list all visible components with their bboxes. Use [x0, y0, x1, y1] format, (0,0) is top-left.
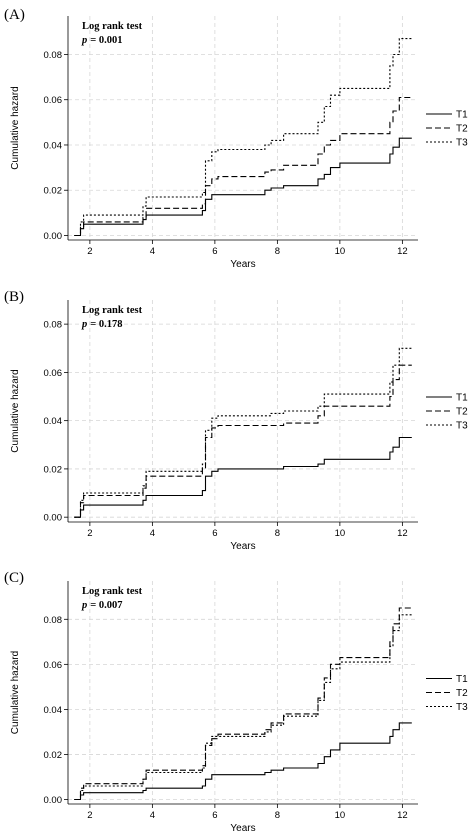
- panel-label: (B): [4, 289, 24, 305]
- y-tick-label: 0.04: [44, 416, 63, 427]
- x-tick-label: 8: [275, 246, 280, 257]
- series-line-t1: [74, 137, 412, 237]
- panel-2: (B) 2 4 6 8 10 12 0.00 0.02 0.04 0.06 0.08 Years Cumu…: [4, 289, 468, 552]
- legend-label-t1: T1: [456, 674, 468, 685]
- x-tick-label: 2: [87, 810, 92, 821]
- series-line-t3: [74, 347, 412, 518]
- x-tick-label: 2: [87, 246, 92, 257]
- x-tick-label: 8: [275, 528, 280, 539]
- grid: [68, 300, 418, 522]
- y-tick-label: 0.00: [44, 231, 63, 242]
- x-tick-label: 12: [397, 810, 408, 821]
- p-value: p = 0.007: [81, 600, 122, 611]
- y-tick-label: 0.06: [44, 368, 63, 379]
- x-axis-title: Years: [230, 259, 255, 270]
- log-rank-title: Log rank test: [82, 586, 143, 597]
- grid: [68, 16, 418, 240]
- x-tick-label: 4: [150, 528, 155, 539]
- x-axis-title: Years: [230, 823, 255, 834]
- x-tick-label: 12: [397, 246, 408, 257]
- panel-label: (A): [4, 7, 25, 23]
- panel-1: (A) 2 4 6 8 10 12 0.00 0.02 0.04 0.06 0.08 Years Cumu…: [4, 7, 468, 270]
- legend-label-t3: T3: [456, 138, 468, 149]
- series-line-t1: [74, 722, 412, 801]
- legend-label-t2: T2: [456, 407, 468, 418]
- p-symbol: p: [81, 35, 87, 46]
- p-symbol: p: [81, 600, 87, 611]
- legend-label-t3: T3: [456, 421, 468, 432]
- legend-label-t3: T3: [456, 702, 468, 713]
- legend-label-t2: T2: [456, 688, 468, 699]
- series-line-t2: [74, 364, 412, 518]
- y-axis-title: Cumulative hazard: [10, 86, 21, 169]
- p-value-text: = 0.178: [90, 319, 122, 330]
- legend-label-t1: T1: [456, 110, 468, 121]
- legend: T1 T2 T3: [426, 393, 468, 432]
- p-value: p = 0.178: [81, 319, 122, 330]
- legend: T1 T2 T3: [426, 110, 468, 149]
- panel-label: (C): [4, 570, 24, 586]
- x-tick-label: 8: [275, 810, 280, 821]
- legend-label-t2: T2: [456, 124, 468, 135]
- p-value-text: = 0.001: [90, 35, 122, 46]
- x-tick-label: 4: [150, 246, 155, 257]
- x-tick-label: 2: [87, 528, 92, 539]
- legend-label-t1: T1: [456, 393, 468, 404]
- series-line-t3: [74, 38, 412, 237]
- y-tick-label: 0.08: [44, 615, 63, 626]
- y-tick-label: 0.00: [44, 513, 63, 524]
- series-line-t3: [74, 614, 412, 801]
- log-rank-title: Log rank test: [82, 21, 143, 32]
- y-axis-title: Cumulative hazard: [10, 369, 21, 452]
- y-tick-label: 0.04: [44, 140, 63, 151]
- grid: [68, 581, 418, 804]
- p-value: p = 0.001: [81, 35, 122, 46]
- y-tick-label: 0.06: [44, 95, 63, 106]
- y-tick-label: 0.08: [44, 50, 63, 61]
- x-tick-label: 4: [150, 810, 155, 821]
- x-tick-label: 6: [212, 246, 217, 257]
- series-line-t2: [74, 96, 412, 237]
- legend: T1 T2 T3: [426, 674, 468, 713]
- y-tick-label: 0.00: [44, 795, 63, 806]
- series-line-t1: [74, 436, 412, 518]
- y-tick-label: 0.02: [44, 464, 63, 475]
- p-value-text: = 0.007: [90, 600, 122, 611]
- y-tick-label: 0.04: [44, 705, 63, 716]
- x-tick-label: 10: [335, 528, 346, 539]
- y-axis-title: Cumulative hazard: [10, 651, 21, 734]
- x-tick-label: 10: [335, 246, 346, 257]
- panel-3: (C) 2 4 6 8 10 12 0.00 0.02 0.04 0.06 0.08 Years Cumu…: [4, 570, 468, 834]
- p-symbol: p: [81, 319, 87, 330]
- y-tick-label: 0.02: [44, 186, 63, 197]
- log-rank-title: Log rank test: [82, 305, 143, 316]
- x-tick-label: 6: [212, 810, 217, 821]
- x-tick-label: 10: [335, 810, 346, 821]
- series-line-t2: [74, 607, 412, 801]
- y-tick-label: 0.02: [44, 750, 63, 761]
- x-tick-label: 12: [397, 528, 408, 539]
- y-tick-label: 0.08: [44, 320, 63, 331]
- x-axis-title: Years: [230, 541, 255, 552]
- x-tick-label: 6: [212, 528, 217, 539]
- y-tick-label: 0.06: [44, 660, 63, 671]
